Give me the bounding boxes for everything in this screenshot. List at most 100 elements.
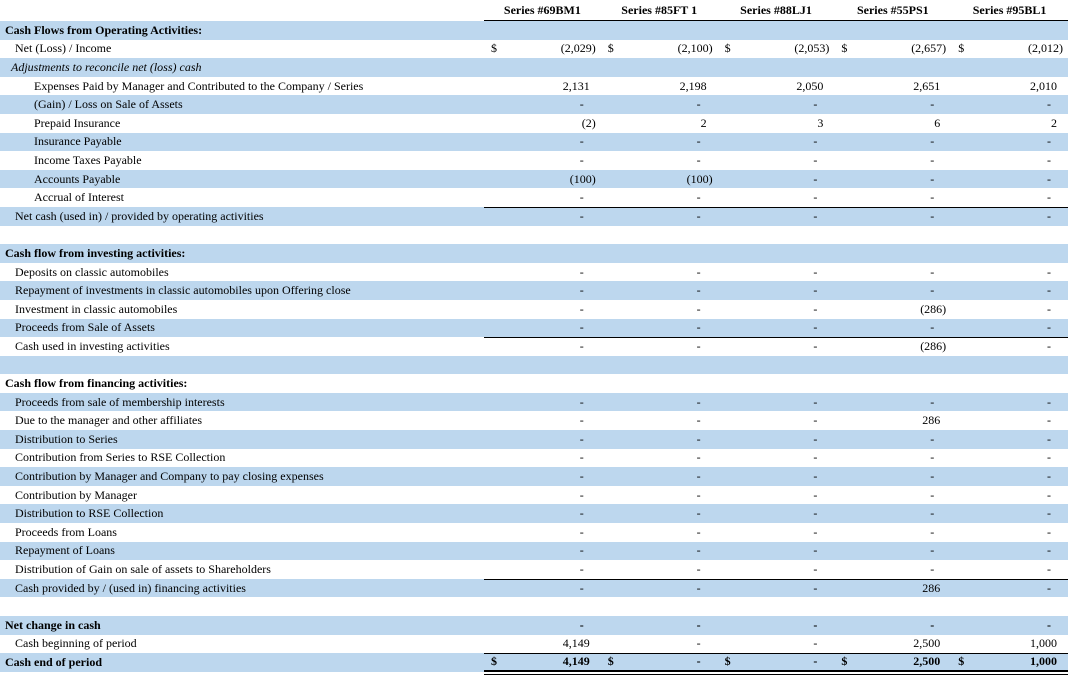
value-cell: -	[834, 542, 951, 561]
value-cell: -	[601, 486, 718, 505]
value: (286)	[920, 301, 947, 316]
table-row: Adjustments to reconcile net (loss) cash	[0, 58, 1068, 77]
row-values: - - - (286) -	[484, 337, 1068, 356]
value-cell: -	[601, 449, 718, 468]
row-values	[484, 597, 1068, 616]
value: -	[579, 543, 584, 558]
table-row: Insurance Payable - - - - -	[0, 132, 1068, 152]
value: -	[579, 487, 584, 502]
value: (100)	[569, 171, 596, 186]
value-cell: -	[718, 338, 835, 356]
value: -	[930, 394, 935, 409]
value: -	[813, 543, 818, 558]
row-label: Accrual of Interest	[34, 190, 124, 205]
value: -	[579, 97, 584, 112]
value-cell: -	[601, 393, 718, 412]
value-cell: -	[601, 338, 718, 356]
value: -	[579, 283, 584, 298]
value: 2,651	[913, 78, 941, 93]
value-cell: 6	[834, 114, 951, 133]
value: -	[579, 450, 584, 465]
value: -	[1046, 543, 1051, 558]
value: -	[930, 450, 935, 465]
value: -	[696, 469, 701, 484]
value: -	[579, 190, 584, 205]
value: 1,000	[1029, 654, 1057, 669]
value: -	[696, 487, 701, 502]
value: -	[930, 431, 935, 446]
row-values: -----	[484, 151, 1068, 170]
value: -	[696, 617, 701, 632]
currency-symbol: $	[724, 654, 731, 669]
value: 2	[700, 115, 707, 130]
row-label: Proceeds from Loans	[15, 524, 117, 539]
value-cell: $1,000	[951, 654, 1068, 670]
value-cell: -	[484, 560, 601, 579]
value: -	[1046, 506, 1051, 521]
row-label: Net change in cash	[5, 617, 101, 632]
value-cell: -	[718, 486, 835, 505]
table-row: Contribution by Manager and Company to p…	[0, 467, 1068, 486]
value-cell: -	[484, 411, 601, 430]
row-label: Net cash (used in) / provided by operati…	[15, 208, 264, 223]
value: -	[1046, 413, 1051, 428]
value-cell: -	[601, 580, 718, 598]
value: -	[930, 264, 935, 279]
row-values: -----	[484, 281, 1068, 300]
value-cell: $ (2,029)	[484, 40, 601, 59]
value: -	[930, 152, 935, 167]
row-label	[0, 597, 484, 616]
table-row: Distribution to RSE Collection - - - - -	[0, 504, 1068, 524]
value-cell: -	[718, 151, 835, 170]
row-label: Investment in classic automobiles	[15, 301, 178, 316]
value: -	[1046, 301, 1051, 316]
value: -	[579, 431, 584, 446]
value-cell: -	[601, 188, 718, 207]
value: -	[579, 152, 584, 167]
value: -	[579, 134, 584, 149]
value: 2	[1050, 115, 1057, 130]
value-cell: -	[484, 542, 601, 561]
value-cell: -	[601, 523, 718, 542]
value: -	[1046, 152, 1051, 167]
value-cell: -	[718, 170, 835, 189]
value: -	[579, 469, 584, 484]
table-row: Accrual of Interest - - - - -	[0, 188, 1068, 207]
value-cell: -	[951, 95, 1068, 114]
value-cell: -	[951, 560, 1068, 579]
value: (2)	[581, 115, 596, 130]
row-values	[484, 226, 1068, 245]
table-row: Proceeds from sale of membership interes…	[0, 392, 1068, 412]
currency-symbol: $	[724, 41, 731, 56]
value: -	[1046, 264, 1051, 279]
value-cell: 2,131	[484, 77, 601, 96]
row-label: Income Taxes Payable	[34, 152, 142, 167]
value-cell: 2	[951, 114, 1068, 133]
value: -	[696, 283, 701, 298]
value-cell: -	[484, 467, 601, 486]
section-header-row: Cash end of period $4,149 $ - $ - $2,500 $1,000	[0, 653, 1068, 675]
value: -	[1046, 339, 1051, 354]
value-cell: $ -	[601, 654, 718, 670]
table-row: Cash beginning of period 4,149 - - 2,500 1,00…	[0, 635, 1068, 654]
row-label: Accounts Payable	[34, 171, 121, 186]
value: -	[1046, 562, 1051, 577]
currency-symbol: $	[958, 654, 965, 669]
value: (2,029)	[560, 41, 596, 56]
row-label	[0, 356, 484, 375]
value-cell: -	[484, 430, 601, 449]
value-cell: -	[601, 300, 718, 319]
column-header: Series #85FT 1	[621, 2, 698, 17]
value: 1,000	[1029, 636, 1057, 651]
value-cell: -	[951, 449, 1068, 468]
value: -	[813, 320, 818, 335]
value-cell: -	[951, 393, 1068, 412]
row-label: Cash end of period	[5, 654, 103, 669]
row-values: -----	[484, 263, 1068, 282]
row-values: -----	[484, 393, 1068, 412]
value: -	[813, 394, 818, 409]
value-cell: $2,500	[834, 654, 951, 670]
value: -	[1046, 450, 1051, 465]
row-label: Cash Flows from Operating Activities:	[5, 22, 203, 37]
